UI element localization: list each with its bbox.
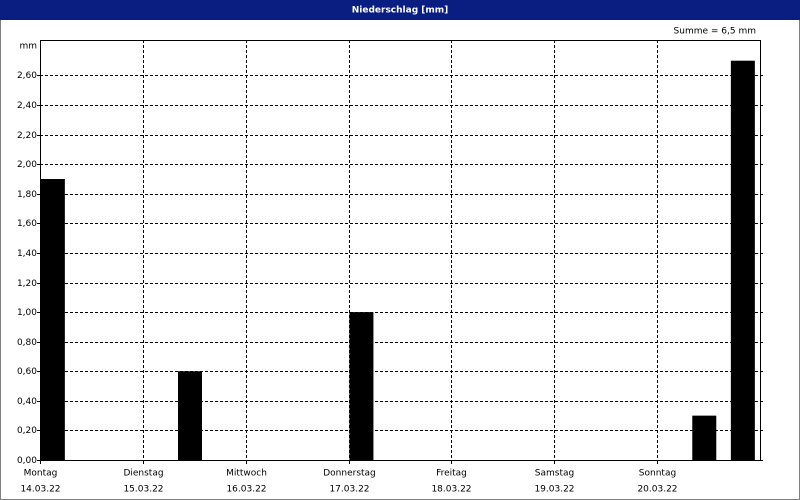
x-tick-label: Sonntag — [639, 469, 676, 479]
y-tick-label: 0,00 — [17, 456, 37, 466]
x-tick-date: 20.03.22 — [637, 485, 677, 495]
x-tick-label: Samstag — [535, 469, 574, 479]
x-tick-label: Montag — [24, 469, 58, 479]
title-bar — [0, 0, 800, 20]
bar — [692, 415, 717, 460]
plot-frame — [40, 40, 761, 461]
chart-title: Niederschlag [mm] — [352, 6, 449, 16]
bar — [730, 60, 755, 460]
y-tick-label: 0,80 — [17, 338, 37, 348]
bar — [349, 312, 374, 460]
y-tick-label: 2,20 — [17, 131, 37, 141]
y-tick-label: 1,00 — [17, 308, 37, 318]
x-tick-date: 17.03.22 — [329, 485, 369, 495]
x-tick-label: Freitag — [436, 469, 467, 479]
x-tick-date: 16.03.22 — [226, 485, 266, 495]
x-tick-date: 19.03.22 — [534, 485, 574, 495]
y-tick-label: 1,20 — [17, 279, 37, 289]
y-tick-label: 2,60 — [17, 71, 37, 81]
x-tick-label: Mittwoch — [226, 469, 267, 479]
y-tick-label: 0,60 — [17, 367, 37, 377]
x-tick-date: 15.03.22 — [123, 485, 163, 495]
y-tick-label: 1,40 — [17, 249, 37, 259]
y-tick-label: 1,60 — [17, 219, 37, 229]
y-tick-label: 0,40 — [17, 397, 37, 407]
y-tick-label: 0,20 — [17, 426, 37, 436]
y-tick-label: 1,80 — [17, 190, 37, 200]
y-unit: mm — [19, 42, 37, 52]
annotation: Summe = 6,5 mm — [674, 27, 756, 37]
y-tick-label: 2,40 — [17, 101, 37, 111]
x-tick-date: 14.03.22 — [20, 485, 60, 495]
bar — [40, 179, 65, 460]
x-tick-label: Donnerstag — [323, 469, 376, 479]
x-tick-label: Dienstag — [123, 469, 163, 479]
y-tick-label: 2,00 — [17, 160, 37, 170]
x-tick-date: 18.03.22 — [431, 485, 471, 495]
bar — [178, 371, 202, 460]
